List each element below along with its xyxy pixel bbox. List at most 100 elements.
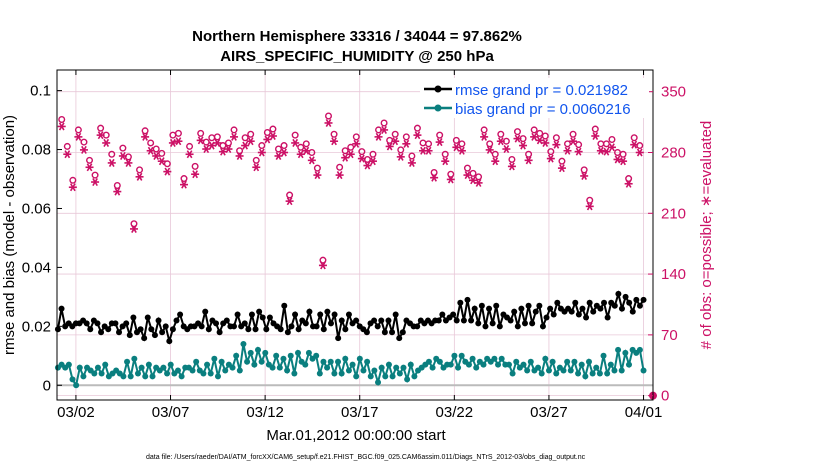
bias-point xyxy=(436,358,443,365)
obs-possible-point xyxy=(302,140,310,148)
obs-evaluated-point xyxy=(430,173,439,182)
asterisk-stroke xyxy=(509,162,515,171)
obs-evaluated-point xyxy=(224,145,233,154)
rmse-point xyxy=(230,323,237,330)
bias-point xyxy=(291,370,298,377)
rmse-point xyxy=(611,302,618,309)
obs-evaluated-point xyxy=(502,145,511,154)
obs-possible-point xyxy=(258,142,266,150)
obs-evaluated-point xyxy=(180,180,189,189)
rmse-point xyxy=(525,302,532,309)
data-layer xyxy=(54,112,657,400)
obs-possible-point xyxy=(341,147,349,155)
obs-possible-point xyxy=(391,130,399,138)
rmse-point xyxy=(320,326,327,333)
obs-possible-point xyxy=(286,191,294,199)
bias-point xyxy=(382,373,389,380)
obs-evaluated-point xyxy=(213,138,222,147)
bias-point xyxy=(320,358,327,365)
asterisk-stroke xyxy=(114,187,121,196)
bias-point xyxy=(589,370,596,377)
rmse-point xyxy=(234,311,241,318)
bias-point xyxy=(389,373,396,380)
asterisk-stroke xyxy=(142,132,148,141)
asterisk-stroke xyxy=(575,147,582,156)
asterisk-stroke xyxy=(464,171,471,180)
bias-point xyxy=(280,355,287,362)
bias-point xyxy=(160,364,167,371)
obs-evaluated-point xyxy=(519,141,528,150)
obs-possible-point xyxy=(224,139,232,147)
obs-possible-point xyxy=(202,138,210,146)
obs-possible-point xyxy=(236,147,244,155)
bias-point xyxy=(174,367,181,374)
bias-point xyxy=(313,352,320,359)
asterisk-stroke xyxy=(203,145,210,154)
obs-evaluated-point xyxy=(524,156,533,165)
asterisk-stroke xyxy=(547,154,554,163)
rmse-point xyxy=(615,290,622,297)
asterisk-stroke xyxy=(292,138,299,147)
y-right-tick-label: 280 xyxy=(661,145,686,162)
obs-evaluated-point xyxy=(118,151,127,160)
obs-evaluated-point xyxy=(624,179,633,188)
asterisk-stroke xyxy=(125,158,132,167)
obs-evaluated-point xyxy=(580,171,589,180)
obs-possible-point xyxy=(347,143,355,151)
rmse-point xyxy=(263,326,270,333)
bias-point xyxy=(69,376,76,383)
asterisk-stroke xyxy=(270,131,276,141)
obs-evaluated-point xyxy=(129,224,138,233)
bias-point xyxy=(625,361,632,368)
rmse-point xyxy=(586,299,593,306)
asterisk-stroke xyxy=(564,146,571,155)
bias-point xyxy=(545,367,552,374)
obs-evaluated-point xyxy=(113,187,122,196)
obs-possible-point xyxy=(436,131,444,139)
rmse-point xyxy=(216,329,223,336)
rmse-point xyxy=(633,296,640,303)
rmse-point xyxy=(159,329,166,336)
rmse-point xyxy=(575,311,582,318)
rmse-point xyxy=(173,317,180,324)
obs-possible-point xyxy=(408,152,416,160)
rmse-point xyxy=(317,311,324,318)
asterisk-stroke xyxy=(553,140,560,149)
obs-possible-point xyxy=(86,156,94,164)
obs-evaluated-point xyxy=(619,157,628,166)
asterisk-stroke xyxy=(75,132,82,141)
asterisk-stroke xyxy=(331,137,337,146)
obs-evaluated-point xyxy=(163,167,172,176)
legend-bias-label: bias grand pr = 0.0060216 xyxy=(455,101,631,118)
obs-possible-point xyxy=(447,170,455,178)
bias-point xyxy=(229,364,236,371)
obs-possible-point xyxy=(308,148,316,156)
y-left-tick-label: 0 xyxy=(43,377,51,394)
asterisk-stroke xyxy=(236,151,243,160)
obs-possible-point xyxy=(119,144,127,152)
asterisk-stroke xyxy=(281,148,287,157)
asterisk-stroke xyxy=(164,167,171,176)
obs-possible-point xyxy=(430,168,438,176)
rmse-point xyxy=(514,323,521,330)
rmse-point xyxy=(486,305,493,312)
obs-possible-point xyxy=(547,148,555,156)
asterisk-stroke xyxy=(175,137,182,146)
obs-possible-point xyxy=(497,130,505,138)
bias-point xyxy=(331,370,338,377)
bias-point xyxy=(560,367,567,374)
rmse-point xyxy=(202,308,209,315)
bias-point xyxy=(411,373,418,380)
bias-point xyxy=(458,352,465,359)
legend-rmse-label: rmse grand pr = 0.021982 xyxy=(455,82,628,99)
obs-evaluated-point xyxy=(363,161,372,170)
asterisk-stroke xyxy=(131,224,137,233)
rmse-point xyxy=(471,305,478,312)
rmse-point xyxy=(363,329,370,336)
bias-point xyxy=(258,358,265,365)
obs-possible-point xyxy=(130,220,138,228)
obs-evaluated-point xyxy=(457,146,466,155)
bias-point xyxy=(233,352,240,359)
rmse-point xyxy=(597,305,604,312)
